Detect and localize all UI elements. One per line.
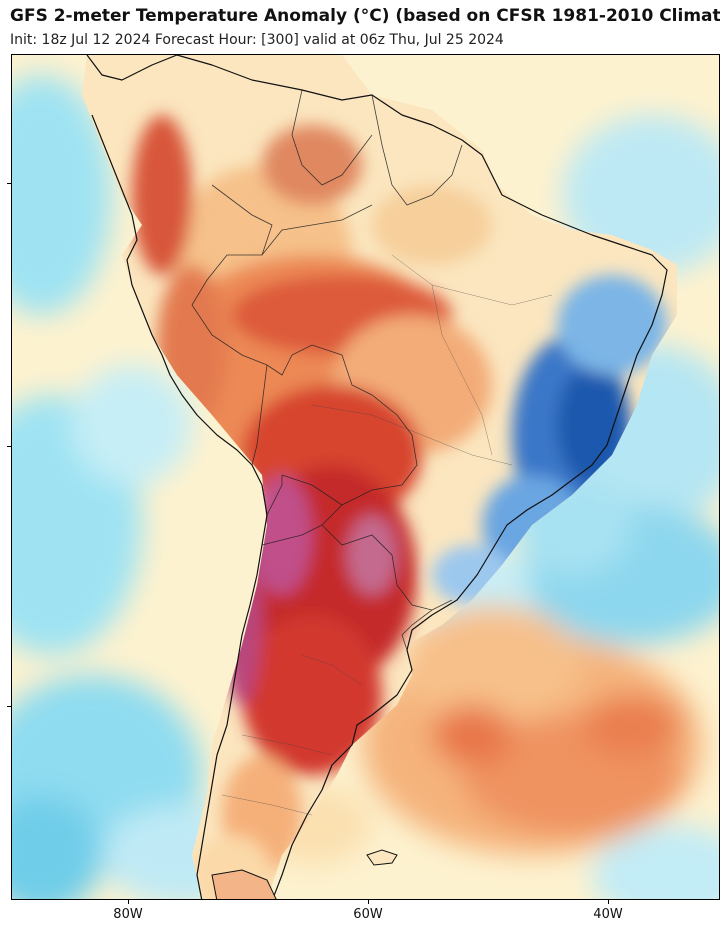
map-title: GFS 2-meter Temperature Anomaly (°C) (ba… bbox=[10, 6, 720, 26]
country-borders bbox=[191, 89, 463, 651]
x-tick bbox=[128, 900, 129, 904]
map-canvas bbox=[12, 55, 719, 899]
y-tick bbox=[7, 446, 11, 447]
y-tick bbox=[7, 183, 11, 184]
falkland-islands bbox=[366, 849, 398, 866]
x-tick-label-60w: 60W bbox=[353, 907, 383, 922]
map-subtitle: Init: 18z Jul 12 2024 Forecast Hour: [30… bbox=[10, 32, 504, 48]
anomaly-map bbox=[11, 54, 720, 900]
x-tick bbox=[608, 900, 609, 904]
pacific-cool-area-north bbox=[12, 75, 112, 315]
x-tick bbox=[368, 900, 369, 904]
y-tick bbox=[7, 706, 11, 707]
extreme-warm-area-andes bbox=[252, 475, 312, 595]
state-borders bbox=[221, 254, 553, 816]
coastline bbox=[86, 55, 668, 899]
x-tick-label-80w: 80W bbox=[113, 907, 143, 922]
x-tick-label-40w: 40W bbox=[593, 907, 623, 922]
tierra-del-fuego bbox=[211, 869, 277, 899]
